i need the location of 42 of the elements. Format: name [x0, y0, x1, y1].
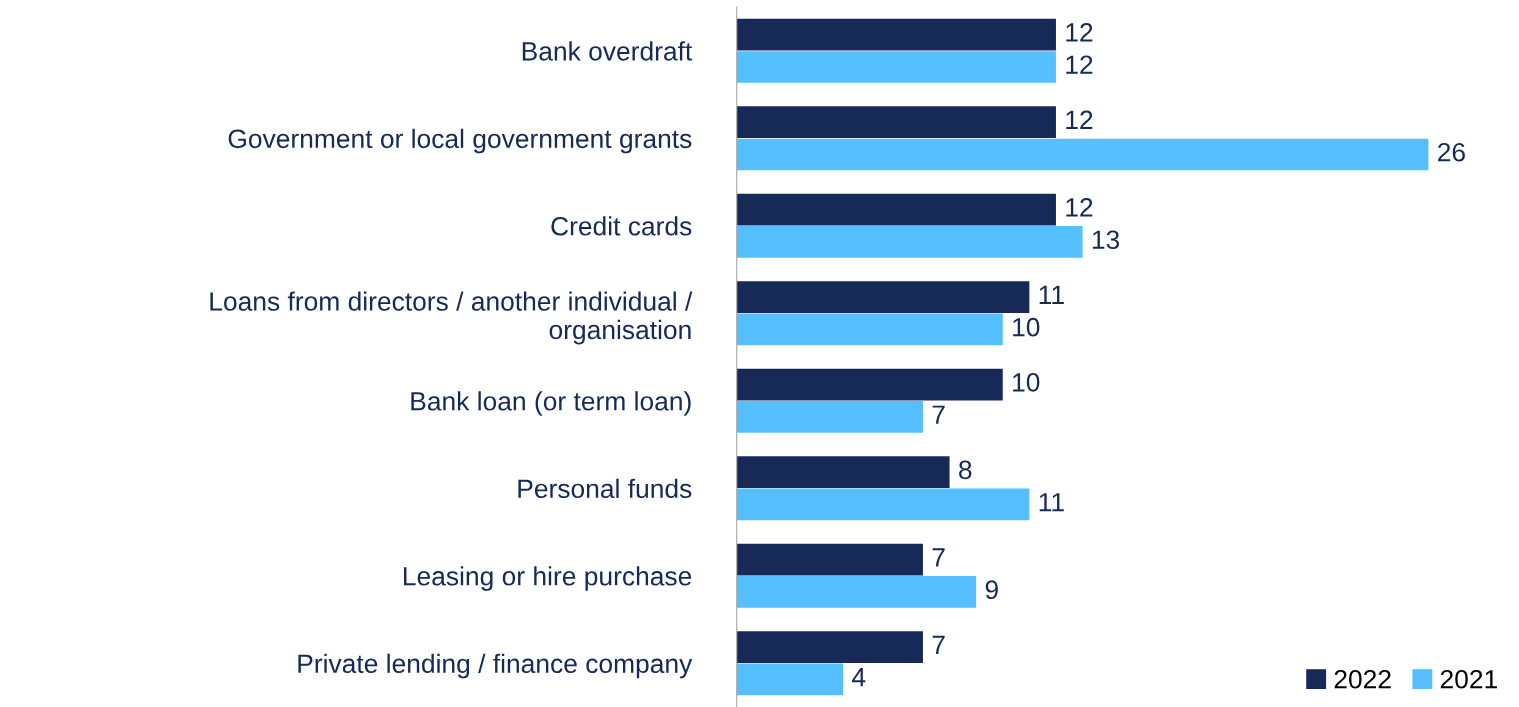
data-label: 8	[959, 460, 972, 480]
data-label: 4	[852, 668, 866, 687]
y-tick-label: Credit cards	[551, 216, 692, 236]
y-tick-label: Bank loan (or term loan)	[411, 391, 691, 416]
data-label: 12	[1066, 55, 1093, 74]
bar	[736, 18, 1056, 51]
y-tick-label: Bank overdraft	[522, 41, 693, 61]
data-label: 12	[1066, 110, 1093, 129]
bar	[736, 226, 1083, 258]
data-label: 7	[932, 635, 945, 654]
bar	[736, 488, 1030, 521]
data-label: 11	[1039, 285, 1064, 304]
bar	[736, 138, 1429, 171]
bar	[736, 543, 923, 576]
data-label: 12	[1066, 23, 1093, 42]
y-tick-label: Government or local government grants	[228, 128, 692, 154]
y-tick-label: Personal funds	[518, 478, 692, 499]
y-tick-label: Private lending / finance company	[298, 653, 693, 679]
data-label: 11	[1039, 493, 1064, 512]
data-label: 10	[1013, 317, 1040, 337]
data-label: 26	[1438, 142, 1465, 162]
bar	[736, 281, 1030, 313]
legend-label: 2021	[1440, 669, 1497, 689]
bar	[736, 576, 977, 608]
data-label: 12	[1066, 198, 1093, 217]
data-label: 13	[1092, 230, 1120, 250]
bar	[736, 193, 1056, 226]
bar	[736, 313, 1003, 346]
bar	[736, 401, 923, 433]
legend-label: 2022	[1334, 669, 1391, 689]
data-label: 9	[985, 580, 998, 600]
data-label: 10	[1013, 372, 1040, 392]
bar	[736, 368, 1003, 401]
y-tick-label: Loans from directors / another individual / organisation	[210, 291, 693, 345]
y-tick-label: Leasing or hire purchase	[404, 566, 692, 591]
bar	[736, 631, 923, 663]
data-label: 7	[932, 405, 945, 424]
bar	[736, 106, 1056, 138]
data-label: 7	[932, 548, 945, 567]
bar	[736, 51, 1056, 83]
bar	[736, 663, 844, 696]
bar	[736, 456, 950, 488]
